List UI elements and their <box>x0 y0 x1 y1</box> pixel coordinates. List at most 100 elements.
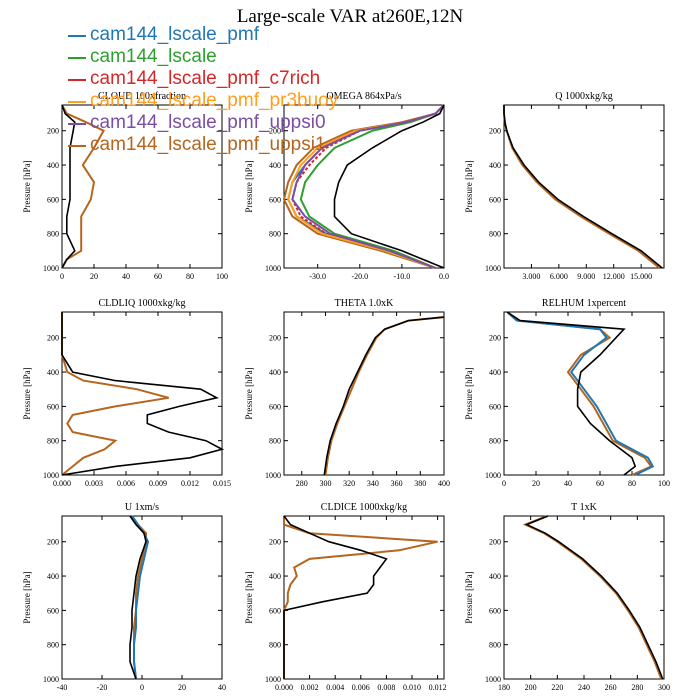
y-axis-label: Pressure [hPa] <box>22 160 32 212</box>
y-tick-label: 1000 <box>485 264 501 273</box>
x-tick-label: 60 <box>154 272 162 281</box>
legend-swatch <box>68 79 86 81</box>
y-tick-label: 1000 <box>43 471 59 480</box>
y-axis-label: Pressure [hPa] <box>244 367 254 419</box>
y-tick-label: 600 <box>269 606 281 615</box>
y-tick-label: 1000 <box>43 675 59 684</box>
x-tick-label: 220 <box>551 683 563 692</box>
y-tick-label: 800 <box>489 437 501 446</box>
x-tick-label: 12.000 <box>603 272 625 281</box>
series-line <box>323 316 445 476</box>
series-line <box>61 312 169 476</box>
x-tick-label: 280 <box>296 479 308 488</box>
y-tick-label: 200 <box>47 127 59 136</box>
x-tick-label: 0.012 <box>429 683 447 692</box>
panel-frame <box>61 515 223 680</box>
y-tick-label: 800 <box>489 230 501 239</box>
x-tick-label: 340 <box>367 479 379 488</box>
y-tick-label: 600 <box>47 606 59 615</box>
series-line <box>522 515 663 680</box>
y-tick-label: 400 <box>269 368 281 377</box>
series-line <box>506 311 653 476</box>
series-line <box>61 312 225 476</box>
y-tick-label: 600 <box>47 195 59 204</box>
x-tick-label: 0 <box>502 479 506 488</box>
series-line <box>129 515 147 680</box>
y-tick-label: 800 <box>269 641 281 650</box>
y-tick-label: 800 <box>47 641 59 650</box>
panel-frame <box>503 515 665 680</box>
x-tick-label: 40 <box>218 683 226 692</box>
y-axis-label: Pressure [hPa] <box>244 571 254 623</box>
x-tick-label: 0.002 <box>301 683 319 692</box>
x-tick-label: 0.015 <box>213 479 231 488</box>
legend-label: cam144_lscale_pmf_uppsi1 <box>90 134 326 155</box>
panel-frame <box>61 311 223 476</box>
x-tick-label: -20.0 <box>351 272 368 281</box>
x-tick-label: 0.000 <box>275 683 293 692</box>
x-tick-label: 0.0 <box>439 272 449 281</box>
y-tick-label: 1000 <box>485 471 501 480</box>
x-tick-label: 240 <box>578 683 590 692</box>
series-line <box>503 105 663 269</box>
y-tick-label: 800 <box>269 230 281 239</box>
y-tick-label: 200 <box>489 334 501 343</box>
panel-title: Q 1000xkg/kg <box>555 91 613 102</box>
x-tick-label: 40 <box>564 479 572 488</box>
x-tick-label: 180 <box>498 683 510 692</box>
x-tick-label: 100 <box>658 479 670 488</box>
legend-swatch <box>68 123 86 125</box>
y-axis-label: Pressure [hPa] <box>464 367 474 419</box>
y-tick-label: 200 <box>489 538 501 547</box>
x-tick-label: 20 <box>90 272 98 281</box>
y-tick-label: 400 <box>47 368 59 377</box>
x-tick-label: 0.004 <box>326 683 344 692</box>
y-tick-label: 400 <box>489 572 501 581</box>
legend-swatch <box>68 101 86 103</box>
y-axis-label: Pressure [hPa] <box>22 571 32 623</box>
y-axis-label: Pressure [hPa] <box>464 160 474 212</box>
panel-title: CLOUD 100xfraction <box>98 91 186 102</box>
x-tick-label: -40 <box>57 683 68 692</box>
legend-swatch <box>68 35 86 37</box>
y-tick-label: 800 <box>47 437 59 446</box>
y-tick-label: 600 <box>269 195 281 204</box>
panel-title: RELHUM 1xpercent <box>542 298 626 309</box>
x-tick-label: 60 <box>596 479 604 488</box>
x-tick-label: 80 <box>628 479 636 488</box>
legend-item: cam144_lscale <box>68 46 368 68</box>
panel-frame <box>283 104 445 269</box>
y-tick-label: 600 <box>489 195 501 204</box>
y-tick-label: 200 <box>269 334 281 343</box>
legend-item: cam144_lscale_pmf_uppsi0 <box>68 112 368 134</box>
x-tick-label: 0.006 <box>352 683 370 692</box>
legend-label: cam144_lscale_pmf <box>90 24 259 45</box>
x-tick-label: 380 <box>414 479 426 488</box>
y-tick-label: 200 <box>47 538 59 547</box>
y-axis-label: Pressure [hPa] <box>22 367 32 419</box>
y-tick-label: 1000 <box>485 675 501 684</box>
legend-item: cam144_lscale_pmf_uppsi1 <box>68 134 368 156</box>
legend-label: cam144_lscale_pmf_c7rich <box>90 68 321 89</box>
legend-swatch <box>68 57 86 59</box>
legend-item: cam144_lscale_pmf <box>68 24 368 46</box>
x-tick-label: 320 <box>343 479 355 488</box>
y-axis-label: Pressure [hPa] <box>464 571 474 623</box>
panel: CLOUD 100xfraction Pressure [hPa] 200 40 0 60… <box>22 91 228 281</box>
series-line <box>61 104 105 269</box>
x-tick-label: 20 <box>178 683 186 692</box>
panel-frame <box>503 104 665 269</box>
series-line <box>324 316 445 476</box>
x-tick-label: 200 <box>525 683 537 692</box>
y-tick-label: 600 <box>47 402 59 411</box>
panel: CLDICE 1000xkg/kg Pressure [hPa] 200 400 600… <box>244 502 447 692</box>
x-tick-label: 40 <box>122 272 130 281</box>
x-tick-label: 300 <box>319 479 331 488</box>
x-tick-label: 0 <box>60 272 64 281</box>
panel-frame <box>283 311 445 476</box>
x-tick-label: 80 <box>186 272 194 281</box>
legend: cam144_lscale_pmf cam144_lscale cam144_lsc… <box>68 24 368 156</box>
legend-label: cam144_lscale_pmf_pr3buoy <box>90 90 339 111</box>
